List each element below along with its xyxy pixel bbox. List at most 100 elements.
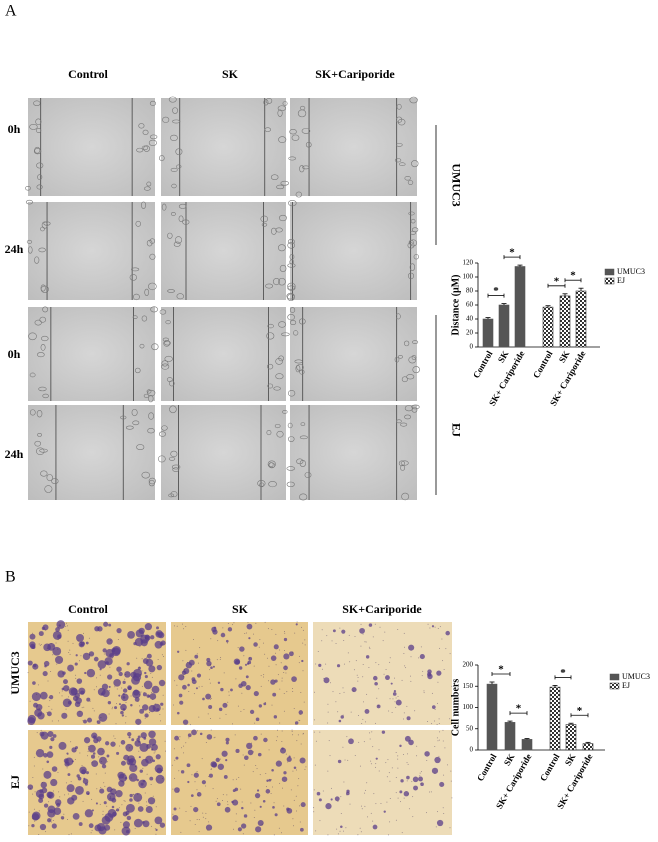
cell <box>167 232 173 239</box>
pore <box>38 708 40 710</box>
stained-cell <box>88 651 95 657</box>
stained-cell <box>43 803 49 808</box>
pore <box>449 718 451 720</box>
pore <box>151 705 153 707</box>
stained-cell <box>129 793 133 798</box>
cell <box>287 422 293 429</box>
pore <box>386 801 388 803</box>
stained-cell <box>160 640 166 646</box>
stained-cell <box>234 659 240 665</box>
pore <box>139 705 141 707</box>
stained-cell <box>144 675 148 679</box>
pore <box>319 731 321 733</box>
cell <box>146 181 152 187</box>
stained-cell <box>107 674 113 680</box>
y-tick-label: 150 <box>463 682 474 690</box>
stained-cell <box>108 685 111 688</box>
stained-cell <box>283 771 287 775</box>
pore <box>99 674 101 676</box>
pore <box>389 821 391 823</box>
stained-cell <box>39 789 44 793</box>
stained-cell <box>275 760 282 767</box>
pore <box>50 643 52 645</box>
stained-cell <box>224 806 231 813</box>
pore <box>378 770 380 772</box>
pore <box>42 768 44 770</box>
pore <box>150 672 152 674</box>
x-tick-label: Control <box>471 349 495 380</box>
cell <box>37 174 43 180</box>
stained-cell <box>131 738 135 742</box>
pore <box>32 632 34 634</box>
pore <box>157 659 159 661</box>
pore <box>273 834 275 836</box>
stained-cell <box>61 687 65 691</box>
pore <box>372 746 374 748</box>
pore <box>327 711 329 713</box>
cell <box>159 309 167 315</box>
stained-cell <box>80 641 85 646</box>
pore <box>281 677 283 679</box>
micrograph <box>171 622 308 725</box>
pore <box>434 626 436 628</box>
pore <box>144 717 146 719</box>
stained-cell <box>220 632 226 638</box>
stained-cell <box>225 737 230 742</box>
stained-cell <box>106 754 110 758</box>
stained-cell <box>74 662 78 666</box>
pore <box>313 789 315 791</box>
stained-cell <box>128 773 138 782</box>
stained-cell <box>120 703 127 711</box>
pore <box>349 803 351 805</box>
stained-cell <box>38 798 44 803</box>
pore <box>315 830 317 832</box>
stained-cell <box>139 742 149 752</box>
stained-cell <box>109 797 112 800</box>
micrograph <box>161 307 286 401</box>
pore <box>401 679 403 681</box>
stained-cell <box>51 823 57 829</box>
pore <box>179 736 181 738</box>
pore <box>232 779 234 781</box>
stained-cell <box>300 802 306 808</box>
stained-cell <box>127 631 135 639</box>
cell <box>286 466 296 471</box>
pore <box>357 834 359 836</box>
pore <box>280 662 282 664</box>
pore <box>295 810 297 812</box>
cell <box>302 165 310 170</box>
stained-cell <box>420 782 424 787</box>
pore <box>130 777 132 779</box>
pore <box>300 626 302 628</box>
pore <box>197 795 199 797</box>
pore <box>115 723 117 725</box>
cell <box>41 221 48 229</box>
pore <box>391 767 393 769</box>
pore <box>378 749 380 751</box>
legend-swatch <box>609 682 620 690</box>
pore <box>79 711 81 713</box>
stained-cell <box>375 757 378 760</box>
pore <box>303 701 305 703</box>
pore <box>160 769 162 771</box>
stained-cell <box>318 663 322 667</box>
pore <box>189 820 191 822</box>
cell <box>287 241 296 249</box>
stained-cell <box>67 797 75 805</box>
pore <box>442 807 444 809</box>
stained-cell <box>108 623 112 627</box>
pore <box>329 682 331 684</box>
cell <box>173 241 181 247</box>
row-label: UMUC3 <box>8 651 22 694</box>
stained-cell <box>37 712 45 720</box>
pore <box>185 742 187 744</box>
pore <box>207 829 209 831</box>
stained-cell <box>196 673 202 678</box>
stained-cell <box>221 750 228 757</box>
cell <box>299 459 306 467</box>
cell <box>148 394 154 403</box>
pore <box>361 808 363 810</box>
legend-swatch <box>604 277 615 285</box>
cell <box>411 407 418 413</box>
pore <box>242 833 244 835</box>
